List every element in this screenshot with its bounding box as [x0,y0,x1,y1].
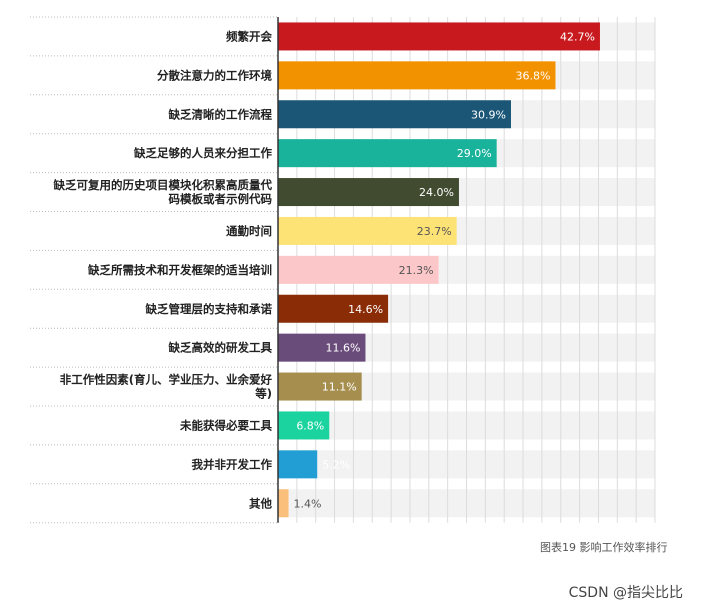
category-label: 未能获得必要工具 [179,418,272,432]
category-label: 分散注意力的工作环境 [157,68,272,82]
bar [278,178,459,207]
value-label: 21.3% [399,264,434,277]
value-label: 5.2% [322,458,350,471]
bar [278,139,497,168]
category-label: 通勤时间 [226,224,272,238]
bar [278,255,439,284]
bar [278,450,318,479]
category-label: 码模板或者示例代码 [169,192,273,206]
value-label: 14.6% [348,303,383,316]
bar [278,100,511,129]
bar [278,216,457,245]
bar [278,372,362,401]
category-label: 缺乏可复用的历史项目模块化积累高质量代 [53,178,273,192]
category-label: 缺乏足够的人员来分担工作 [133,146,272,160]
value-label: 42.7% [560,30,595,43]
category-label: 非工作性因素(育儿、学业压力、业余爱好 [60,373,273,387]
bar [278,61,556,90]
category-label: 缺乏清晰的工作流程 [168,107,273,121]
value-label: 1.4% [294,497,322,510]
category-label: 频繁开会 [226,29,272,43]
value-label: 11.1% [322,381,357,394]
value-label: 36.8% [516,69,551,82]
value-label: 6.8% [296,419,324,432]
watermark: CSDN @指尖比比 [568,585,683,601]
bar [278,489,289,518]
bar [278,22,600,51]
figure-caption: 图表19 影响工作效率排行 [540,541,668,554]
category-label: 其他 [249,496,272,510]
value-label: 30.9% [471,108,506,121]
category-label: 等) [254,387,272,401]
value-label: 29.0% [457,147,492,160]
value-label: 11.6% [326,342,361,355]
bar [278,294,389,323]
bar [278,411,330,440]
category-label: 缺乏管理层的支持和承诺 [145,302,273,316]
value-label: 24.0% [419,186,454,199]
value-label: 23.7% [417,225,452,238]
bar [278,333,366,362]
category-label: 缺乏高效的研发工具 [168,341,273,355]
category-label: 我并非开发工作 [192,457,273,471]
category-label: 缺乏所需技术和开发框架的适当培训 [87,263,272,277]
